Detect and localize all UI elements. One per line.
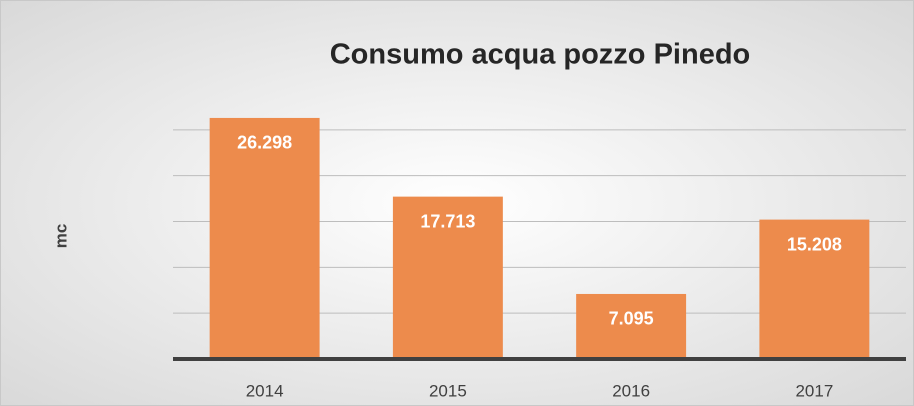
x-tick-label: 2015 [429, 381, 467, 400]
x-tick-label: 2014 [246, 381, 284, 400]
data-label: 26.298 [237, 133, 292, 153]
chart-title: Consumo acqua pozzo Pinedo [330, 39, 751, 71]
bar [576, 293, 687, 359]
x-tick-label: 2016 [612, 381, 650, 400]
data-label: 7.095 [609, 309, 654, 329]
bar [209, 117, 320, 359]
data-label: 15.208 [787, 234, 842, 254]
data-label: 17.713 [420, 211, 475, 231]
y-axis-label: mc [51, 224, 70, 249]
x-tick-label: 2017 [795, 381, 833, 400]
bar [392, 196, 503, 359]
bar [759, 219, 870, 359]
